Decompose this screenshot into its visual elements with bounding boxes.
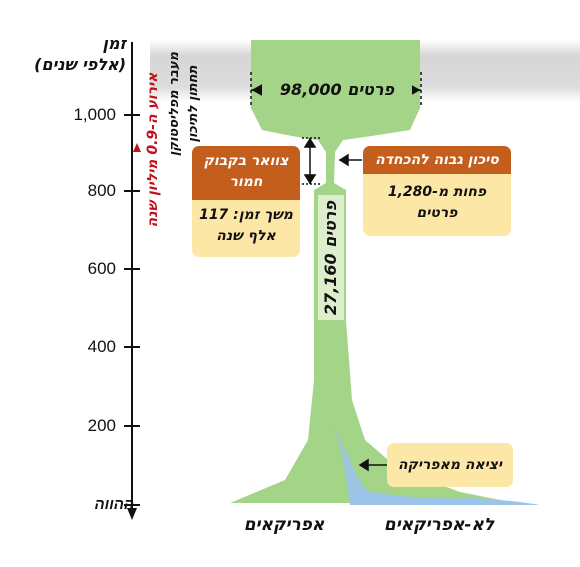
risk-box-detail: פחות מ-1,280 פרטים [363,174,511,236]
risk-box-title: סיכון גבוה להכחדה [363,146,511,174]
tick-label-800: 800 [87,181,116,200]
bottleneck-box-detail: משך זמן: 117 אלף שנה [192,200,300,257]
africans-label: אפריקאים [243,515,325,535]
axis-title-line1: זמן [102,34,126,53]
transition-label-line1: מעבר מפליסטוקן [167,51,182,157]
out-of-africa-pointer-arrow [358,458,388,472]
axis-title-line2: (אלפי שנים) [34,55,126,74]
out-of-africa-box: יציאה מאפריקה [387,443,513,487]
top-population-label: 98,000 פרטים [262,80,412,100]
risk-box: סיכון גבוה להכחדה פחות מ-1,280 פרטים [363,146,511,236]
neck-population-label: 27,160 פרטים [321,200,340,316]
tick-label-200: 200 [87,416,116,435]
out-of-africa-branch [332,423,540,505]
bottleneck-box: צוואר בקבוק חמור משך זמן: 117 אלף שנה [192,146,300,257]
tick-label-1000: 1,000 [73,105,116,124]
tick-label-400: 400 [87,337,116,356]
bottleneck-duration-arrow [302,137,322,185]
bottleneck-box-title: צוואר בקבוק חמור [192,146,300,200]
risk-pointer-arrow [338,153,362,167]
non-africans-label: לא-אפריקאים [383,515,495,535]
event-marker-icon [133,143,141,152]
neck-label-background [318,195,344,320]
event-label: אירוע ה-0.9 מיליון שנה [145,72,161,228]
tick-label-600: 600 [87,259,116,278]
tick-label-present: ההווה [94,496,134,513]
